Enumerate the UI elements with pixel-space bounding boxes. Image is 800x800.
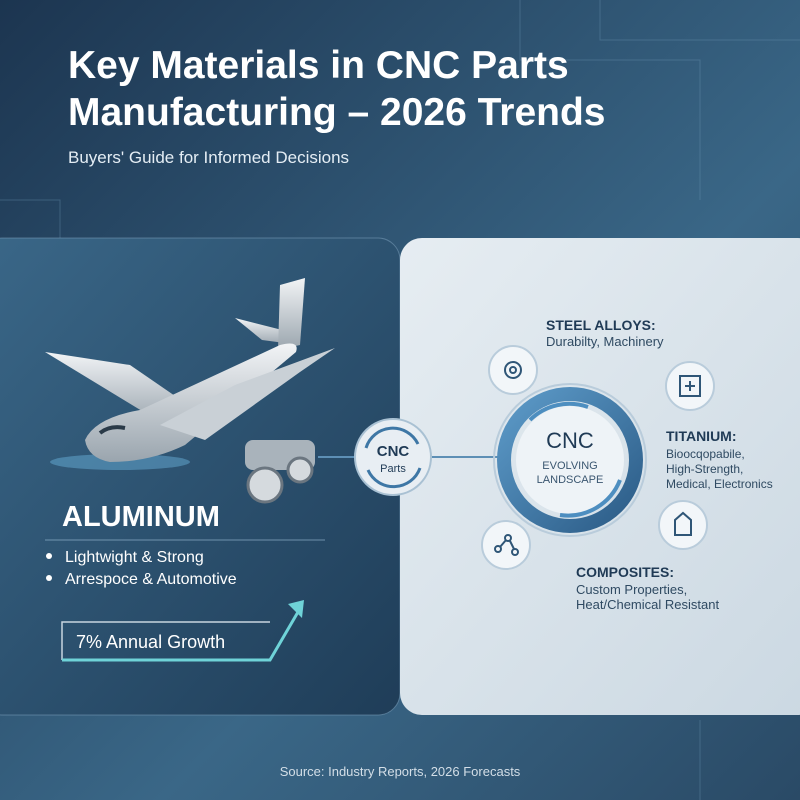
airplane — [45, 278, 335, 504]
hub-label: Parts — [380, 463, 406, 475]
material-title: ALUMINUM — [62, 501, 220, 533]
bullet — [46, 553, 52, 559]
center-arc — [528, 401, 589, 422]
bullet-text: Lightwight & Strong — [65, 549, 204, 566]
material-detail: Medical, Electronics — [666, 477, 773, 491]
material-detail: Heat/Chemical Resistant — [576, 597, 719, 612]
center-label: EVOLVING — [542, 460, 597, 472]
title: Manufacturing – 2026 Trends — [68, 91, 606, 134]
material-detail: Custom Properties, — [576, 582, 687, 597]
center-label: LANDSCAPE — [537, 474, 604, 486]
icon-circles — [481, 345, 715, 570]
center-arc — [559, 479, 622, 518]
material-detail: Durabilty, Machinery — [546, 334, 664, 349]
center-ring — [497, 387, 643, 533]
title: Key Materials in CNC Parts — [68, 44, 569, 87]
material-detail: Bioocqopabile, — [666, 447, 745, 461]
hub-small-arc — [364, 426, 420, 449]
material-detail: High-Strength, — [666, 462, 743, 476]
material-title: STEEL ALLOYS: — [546, 317, 656, 333]
bullet — [46, 575, 52, 581]
center-label: CNC — [546, 428, 594, 453]
hub-label: CNC — [377, 443, 410, 460]
hub-small-arc — [366, 467, 422, 489]
material-title: TITANIUM: — [666, 428, 737, 444]
material-title: COMPOSITES: — [576, 564, 674, 580]
bullet-text: Arrespoce & Automotive — [65, 571, 237, 588]
subtitle: Buyers' Guide for Informed Decisions — [68, 148, 349, 167]
growth-box — [61, 621, 270, 660]
outer-ring — [493, 383, 647, 537]
icons — [494, 361, 701, 556]
center-fill — [516, 406, 624, 514]
source: Source: Industry Reports, 2026 Forecasts — [280, 764, 521, 779]
growth-arrow — [62, 611, 300, 662]
hub-small — [354, 418, 432, 496]
growth-label: 7% Annual Growth — [76, 632, 225, 652]
growth-arrow-head — [288, 600, 304, 618]
